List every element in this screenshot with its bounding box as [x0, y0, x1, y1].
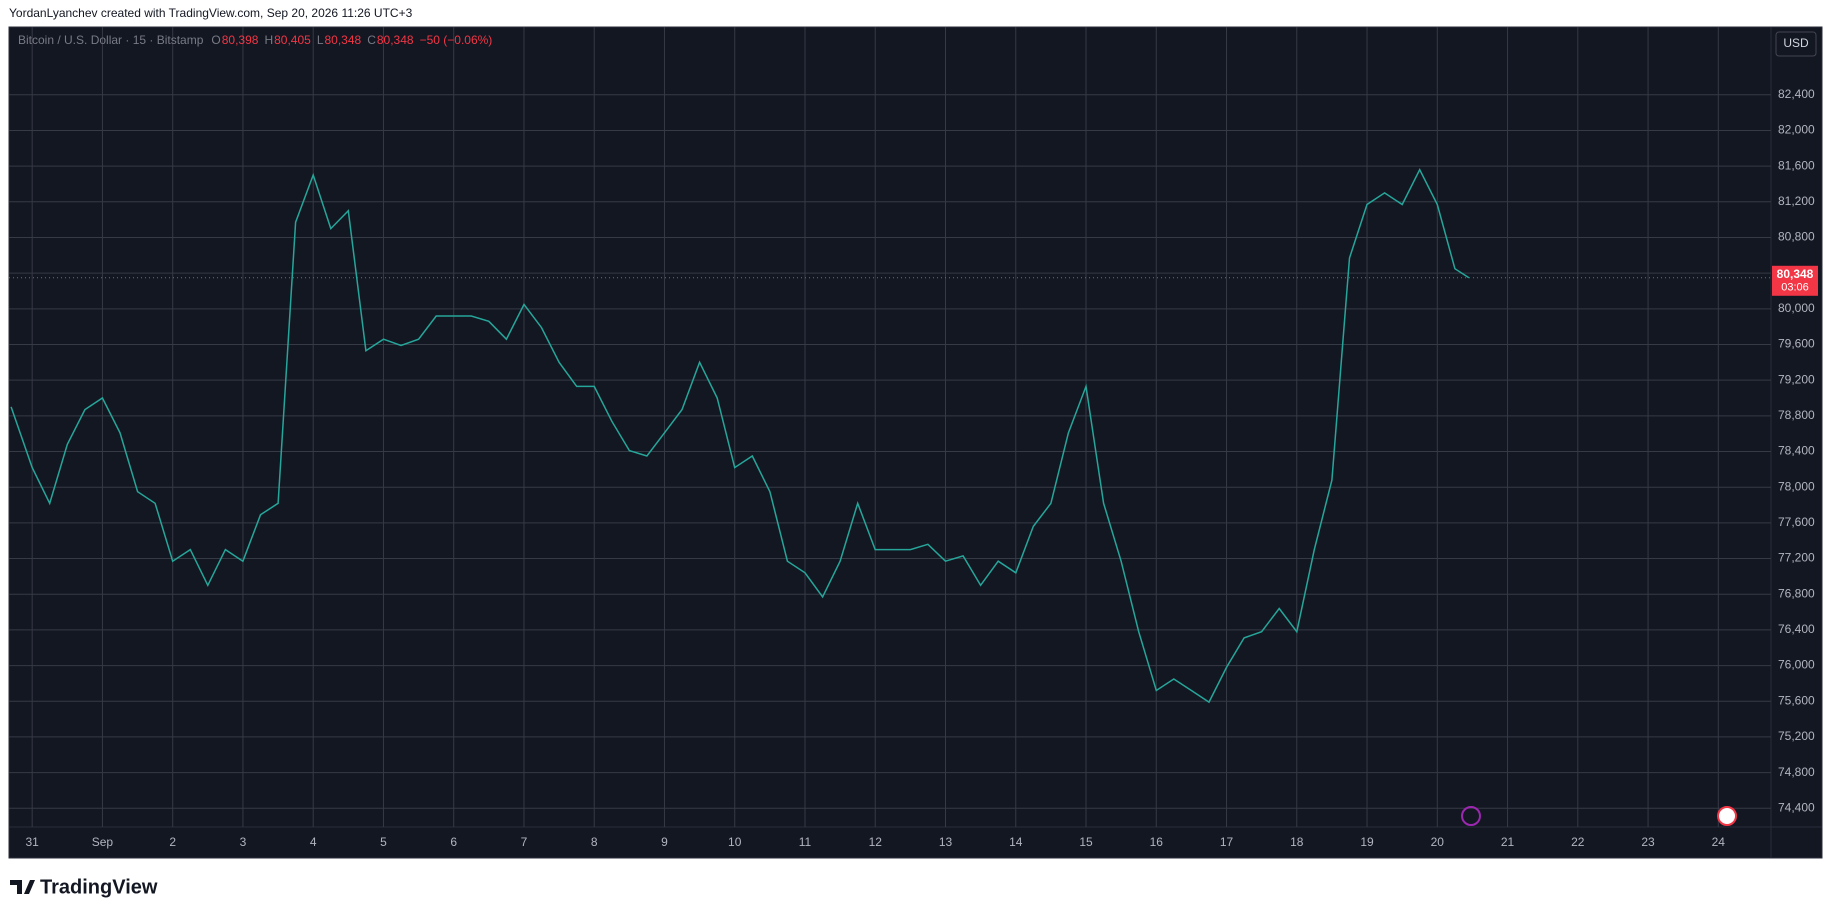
x-tick-label: 23 [1641, 835, 1655, 849]
ohlc-key: C [367, 33, 376, 47]
y-tick-label: 80,800 [1778, 230, 1815, 244]
x-tick-label: 13 [939, 835, 953, 849]
x-tick-label: 2 [169, 835, 176, 849]
x-tick-label: 6 [450, 835, 457, 849]
y-tick-label: 82,400 [1778, 87, 1815, 101]
y-tick-label: 74,400 [1778, 800, 1815, 814]
x-tick-label: 19 [1360, 835, 1374, 849]
x-tick-label: 17 [1220, 835, 1234, 849]
last-price-box [1772, 265, 1818, 296]
y-tick-label: 76,400 [1778, 622, 1815, 636]
x-tick-label: 5 [380, 835, 387, 849]
x-tick-label: 9 [661, 835, 668, 849]
logo: TradingView [10, 876, 158, 898]
plot [9, 168, 1771, 704]
last-price-label: 80,348 [1777, 267, 1814, 281]
logo-mark [10, 880, 35, 894]
x-tick-label: 16 [1150, 835, 1164, 849]
x-tick-label: 10 [728, 835, 742, 849]
grid [9, 27, 1771, 827]
price-line [10, 168, 1470, 704]
currency[interactable]: USD [1783, 36, 1809, 50]
y-tick-label: 77,600 [1778, 515, 1815, 529]
y-tick-label: 80,000 [1778, 301, 1815, 315]
x-tick-label: 15 [1079, 835, 1093, 849]
y-tick-label: 78,800 [1778, 408, 1815, 422]
y-tick-label: 79,600 [1778, 337, 1815, 351]
y-tick-label: 75,600 [1778, 693, 1815, 707]
x-tick-label: 7 [521, 835, 528, 849]
ohlc-value: 80,398 [222, 33, 259, 47]
y-tick-label: 78,400 [1778, 444, 1815, 458]
y-tick-label: 75,200 [1778, 729, 1815, 743]
y-tick-label: 76,000 [1778, 658, 1815, 672]
axes: 74,400 74,800 75,200 75,600 76,000 76,400 76,8… [26, 87, 1818, 849]
x-tick-label: 18 [1290, 835, 1304, 849]
y-tick-label: 77,200 [1778, 551, 1815, 565]
brand: TradingView [40, 876, 158, 898]
x-tick-label: 20 [1431, 835, 1445, 849]
countdown: 03:06 [1781, 282, 1809, 294]
flag-icon[interactable] [1717, 806, 1737, 826]
x-tick-label: 14 [1009, 835, 1023, 849]
chart-panel [8, 26, 1823, 859]
change: −50 (−0.06%) [420, 33, 493, 47]
x-tick-label: 31 [26, 835, 40, 849]
y-tick-label: 79,200 [1778, 372, 1815, 386]
x-tick-label: 21 [1501, 835, 1515, 849]
y-tick-label: 78,000 [1778, 479, 1815, 493]
x-tick-label: 3 [240, 835, 247, 849]
x-tick-label: Sep [92, 835, 114, 849]
attribution: YordanLyanchev created with TradingView.… [9, 6, 413, 20]
ohlc-value: 80,348 [325, 33, 362, 47]
y-tick-label: 82,000 [1778, 123, 1815, 137]
ohlc-key: L [317, 33, 324, 47]
x-tick-label: 24 [1712, 835, 1726, 849]
y-tick-label: 81,200 [1778, 194, 1815, 208]
ohlc-value: 80,405 [274, 33, 311, 47]
x-tick-label: 22 [1571, 835, 1585, 849]
event-icon[interactable] [1461, 806, 1481, 826]
symbol: Bitcoin / U.S. Dollar · 15 · Bitstamp [18, 33, 204, 47]
ohlc-key: H [264, 33, 273, 47]
x-tick-label: 11 [799, 835, 812, 849]
ohlc-key: O [211, 33, 220, 47]
y-tick-label: 76,800 [1778, 586, 1815, 600]
ohlc-value: 80,348 [377, 33, 414, 47]
x-tick-label: 12 [869, 835, 883, 849]
x-tick-label: 4 [310, 835, 317, 849]
y-tick-label: 74,800 [1778, 765, 1815, 779]
currency-button[interactable] [1775, 31, 1817, 57]
x-tick-label: 8 [591, 835, 598, 849]
y-tick-label: 81,600 [1778, 158, 1815, 172]
